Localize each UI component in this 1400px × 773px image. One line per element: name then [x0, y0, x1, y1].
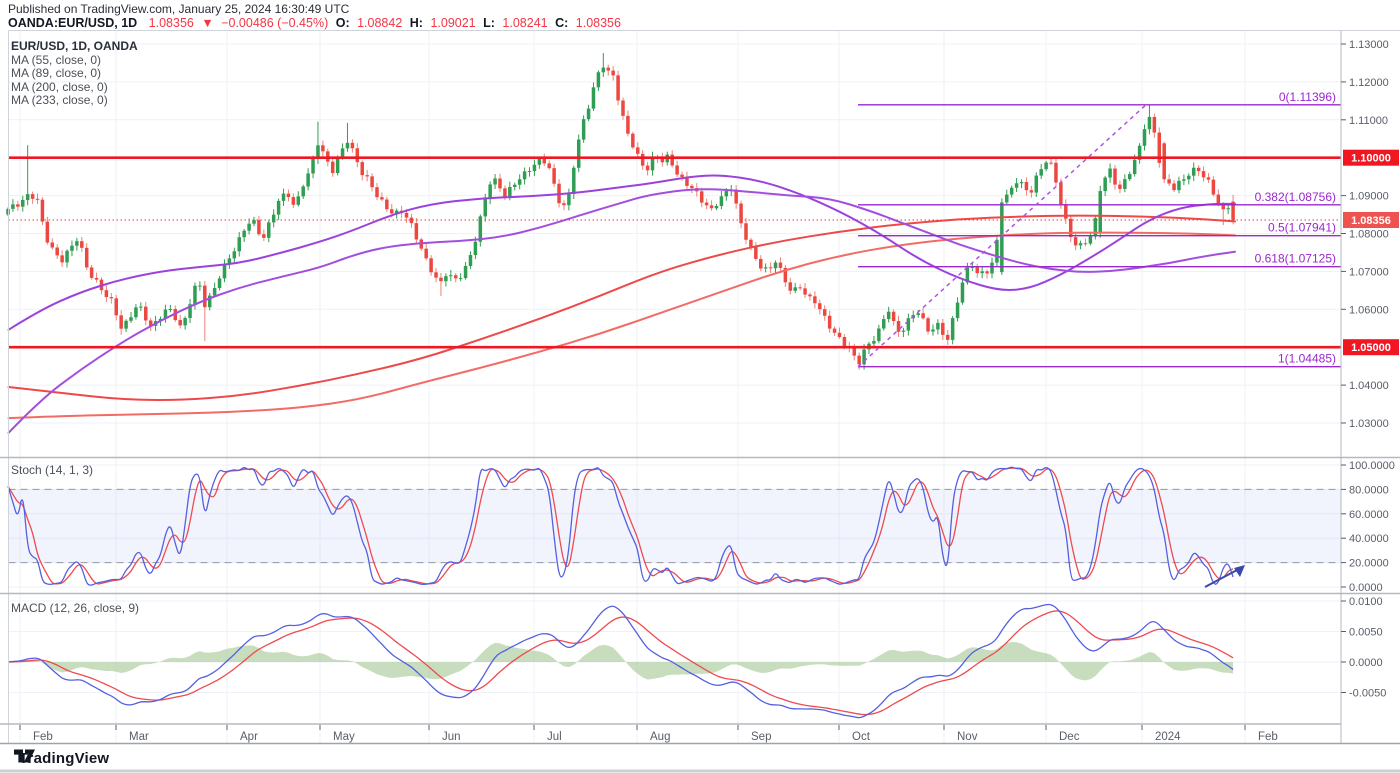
- open-label: O:: [335, 16, 350, 30]
- svg-text:1.12000: 1.12000: [1349, 77, 1389, 89]
- svg-text:0.382(1.08756): 0.382(1.08756): [1255, 190, 1336, 204]
- stoch-band: [8, 488, 1341, 564]
- down-arrow-icon: ▼: [201, 16, 214, 30]
- close-label: C:: [555, 16, 569, 30]
- levels-layer: [8, 156, 1341, 349]
- price-change: −0.00486 (−0.45%): [221, 16, 329, 30]
- svg-text:1.08000: 1.08000: [1349, 229, 1389, 241]
- svg-text:100.0000: 100.0000: [1349, 460, 1395, 472]
- close-value: 1.08356: [575, 16, 621, 30]
- svg-text:20.0000: 20.0000: [1349, 558, 1389, 570]
- svg-text:1.10000: 1.10000: [1351, 153, 1391, 165]
- brand-name[interactable]: TradingView: [19, 749, 110, 767]
- svg-text:0(1.11396): 0(1.11396): [1279, 90, 1336, 104]
- svg-text:1.09000: 1.09000: [1349, 191, 1389, 203]
- svg-text:60.0000: 60.0000: [1349, 509, 1389, 521]
- ma-lines-layer: [7, 174, 1236, 434]
- footer: TradingView: [13, 747, 109, 769]
- legend-ma-200[interactable]: MA (200, close, 0): [11, 79, 108, 94]
- svg-text:0.5(1.07941): 0.5(1.07941): [1268, 221, 1336, 235]
- svg-text:0.0000: 0.0000: [1349, 657, 1383, 669]
- legend-ma-233[interactable]: MA (233, close, 0): [11, 93, 108, 107]
- macd-indicator-label[interactable]: MACD (12, 26, close, 9): [11, 601, 140, 615]
- stoch-layer: [7, 466, 1245, 588]
- legend-ma-55[interactable]: MA (55, close, 0): [11, 52, 102, 67]
- svg-text:0.0000: 0.0000: [1349, 582, 1383, 594]
- svg-text:1.04000: 1.04000: [1349, 380, 1389, 392]
- macd-layer: [7, 603, 1234, 719]
- published-note: Published on TradingView.com, January 25…: [8, 2, 350, 16]
- svg-text:2024: 2024: [1155, 731, 1181, 743]
- svg-text:0.0050: 0.0050: [1349, 627, 1383, 639]
- svg-text:Mar: Mar: [129, 731, 149, 743]
- svg-text:Dec: Dec: [1059, 731, 1080, 743]
- svg-text:1.08356: 1.08356: [1351, 215, 1391, 227]
- ma-line-MA55: [7, 174, 1236, 331]
- svg-text:Sep: Sep: [751, 731, 771, 743]
- price-axis[interactable]: 1.13000 1.12000 1.11000 1.09000 1.08000 1.070…: [1340, 30, 1400, 744]
- svg-text:1(1.04485): 1(1.04485): [1278, 352, 1336, 366]
- svg-text:0.0100: 0.0100: [1349, 596, 1383, 608]
- svg-text:Feb: Feb: [33, 731, 53, 743]
- legend-ma-89[interactable]: MA (89, close, 0): [11, 66, 102, 80]
- time-axis[interactable]: Feb Mar Apr May Jun Jul Aug Sep Oct Nov Dec 2024 Feb: [19, 725, 1278, 743]
- chart-legend: EUR/USD, 1D, OANDA MA (55, close, 0) MA …: [11, 39, 138, 108]
- svg-text:Apr: Apr: [240, 731, 258, 743]
- svg-text:Oct: Oct: [852, 731, 871, 743]
- svg-text:Jun: Jun: [442, 731, 461, 743]
- low-value: 1.08241: [502, 16, 548, 30]
- price-badge-1.05000: [1343, 339, 1399, 356]
- stoch-indicator-label[interactable]: Stoch (14, 1, 3): [11, 463, 94, 477]
- open-value: 1.08842: [357, 16, 403, 30]
- candles-layer: [6, 53, 1235, 370]
- svg-text:1.07000: 1.07000: [1349, 266, 1389, 278]
- svg-text:Jul: Jul: [547, 731, 562, 743]
- low-label: L:: [483, 16, 495, 30]
- svg-text:-0.0050: -0.0050: [1349, 688, 1386, 700]
- svg-text:1.11000: 1.11000: [1349, 115, 1388, 127]
- svg-text:1.03000: 1.03000: [1349, 418, 1389, 430]
- svg-text:Nov: Nov: [957, 731, 978, 743]
- svg-text:Feb: Feb: [1258, 731, 1278, 743]
- symbol-title: OANDA:EUR/USD, 1D: [8, 16, 138, 30]
- last-price-value: 1.08356: [148, 16, 194, 30]
- legend-symbol[interactable]: EUR/USD, 1D, OANDA: [11, 39, 138, 53]
- ma-line-MA233: [7, 231, 1236, 420]
- frame-layer: [0, 30, 1400, 773]
- ma-line-MA200: [7, 214, 1236, 401]
- high-label: H:: [409, 16, 423, 30]
- svg-text:80.0000: 80.0000: [1349, 484, 1389, 496]
- svg-text:Aug: Aug: [650, 731, 670, 743]
- stoch-arrow-annotation: [1204, 568, 1240, 588]
- svg-text:1.13000: 1.13000: [1349, 39, 1389, 51]
- symbol-info-bar: OANDA:EUR/USD, 1D 1.08356 ▼ −0.00486 (−0…: [8, 16, 625, 30]
- svg-text:1.06000: 1.06000: [1349, 304, 1389, 316]
- fib-layer: 0(1.11396) 0.382(1.08756) 0.5(1.07941) 0.61…: [857, 90, 1341, 368]
- svg-text:1.05000: 1.05000: [1351, 342, 1391, 354]
- svg-text:0.618(1.07125): 0.618(1.07125): [1255, 252, 1336, 266]
- ma-line-MA89: [7, 188, 1236, 434]
- price-badge-1.08356: [1343, 212, 1399, 229]
- tradingview-logo-icon[interactable]: [13, 747, 36, 765]
- svg-text:40.0000: 40.0000: [1349, 533, 1389, 545]
- high-value: 1.09021: [430, 16, 476, 30]
- svg-text:May: May: [333, 731, 355, 743]
- price-badge-1.10000: [1343, 149, 1399, 166]
